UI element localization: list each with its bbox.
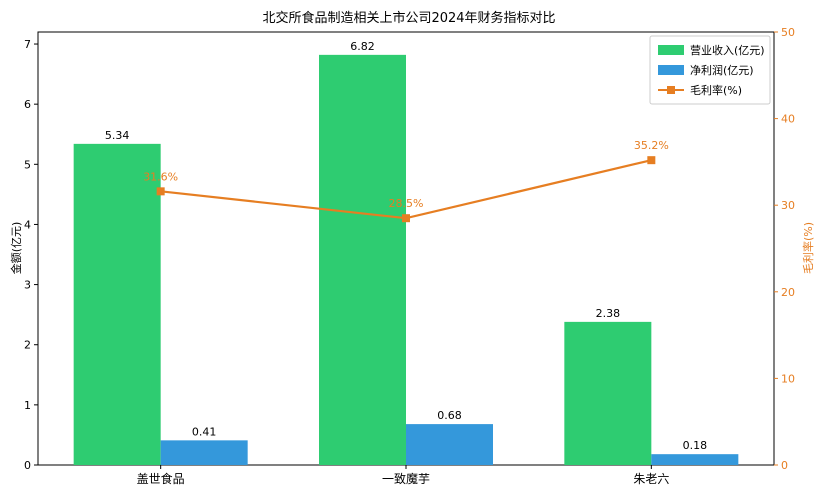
plot-area: 0 1 2 3 4 5 6 7 0 10 20 30 40 50 盖世食品 一致魔芋 朱老六 5.34 6.82 2.… xyxy=(24,26,795,486)
legend-label: 毛利率(%) xyxy=(690,83,742,97)
y-left-tick-label: 0 xyxy=(24,459,31,472)
y-right-tick-label: 0 xyxy=(781,459,788,472)
legend-label: 净利润(亿元) xyxy=(690,63,754,77)
x-tick-label: 朱老六 xyxy=(633,472,669,486)
bar-value-label: 0.41 xyxy=(192,425,217,438)
y-left-tick-label: 5 xyxy=(24,158,31,171)
bar-value-label: 6.82 xyxy=(350,40,375,53)
y-left-tick-label: 4 xyxy=(24,218,31,231)
gross-margin-point xyxy=(647,156,656,165)
gross-margin-label: 28.5% xyxy=(389,197,424,210)
y-left-tick-label: 2 xyxy=(24,339,31,352)
legend-marker xyxy=(667,86,675,94)
gross-margin-label: 31.6% xyxy=(143,170,178,183)
gross-margin-point xyxy=(156,187,165,196)
bar-net-profit xyxy=(651,454,739,465)
bar-value-label: 2.38 xyxy=(596,307,621,320)
y-left-tick-label: 1 xyxy=(24,399,31,412)
y-axis-right-label: 毛利率(%) xyxy=(801,222,815,274)
y-axis-left-label: 金额(亿元) xyxy=(9,222,23,275)
y-right-tick-label: 20 xyxy=(781,286,795,299)
legend-label: 营业收入(亿元) xyxy=(690,43,765,57)
y-right-tick-label: 40 xyxy=(781,113,795,126)
bar-net-profit xyxy=(160,440,248,465)
gross-margin-point xyxy=(402,214,410,223)
y-left-tick-label: 3 xyxy=(24,279,31,292)
bar-value-label: 0.18 xyxy=(683,439,708,452)
legend-swatch xyxy=(658,45,684,55)
bar-value-label: 5.34 xyxy=(105,129,130,142)
x-tick-label: 一致魔芋 xyxy=(382,471,430,486)
bar-revenue xyxy=(564,321,652,465)
gross-margin-label: 35.2% xyxy=(634,139,669,152)
bar-value-label: 0.68 xyxy=(437,409,462,422)
legend-swatch xyxy=(658,65,684,75)
bar-revenue xyxy=(73,143,161,465)
y-left-tick-label: 7 xyxy=(24,38,31,51)
legend: 营业收入(亿元) 净利润(亿元) 毛利率(%) xyxy=(649,35,771,105)
x-tick-label: 盖世食品 xyxy=(137,471,185,486)
bar-revenue xyxy=(319,54,406,465)
y-left-tick-label: 6 xyxy=(24,98,31,111)
chart-title: 北交所食品制造相关上市公司2024年财务指标对比 xyxy=(262,10,555,26)
y-right-tick-label: 10 xyxy=(781,372,795,385)
bar-net-profit xyxy=(406,424,493,465)
y-right-tick-label: 50 xyxy=(781,26,795,39)
y-right-tick-label: 30 xyxy=(781,199,795,212)
